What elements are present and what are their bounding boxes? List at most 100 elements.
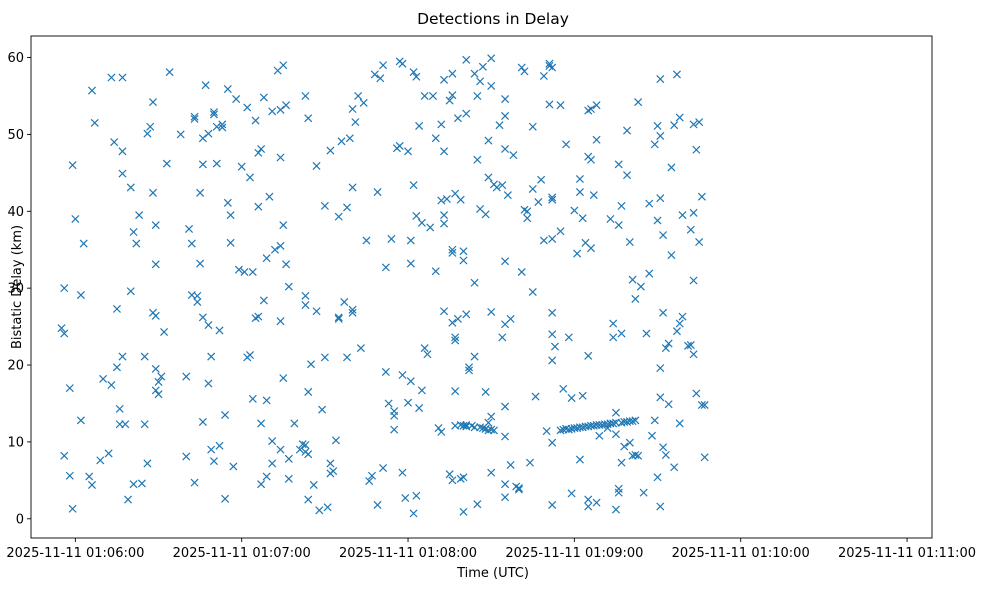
data-point <box>337 137 346 146</box>
data-point <box>686 225 695 234</box>
data-point <box>243 103 252 112</box>
data-point <box>198 160 207 169</box>
data-point <box>318 405 327 414</box>
data-point <box>160 327 169 336</box>
data-point <box>248 394 257 403</box>
data-point <box>334 212 343 221</box>
data-point <box>334 314 343 323</box>
data-point <box>406 236 415 245</box>
data-point <box>689 120 698 129</box>
data-point <box>584 502 593 511</box>
data-point <box>340 297 349 307</box>
data-point <box>620 442 629 451</box>
data-point <box>71 214 80 223</box>
data-point <box>584 351 593 360</box>
data-point <box>162 159 171 168</box>
data-point <box>675 113 684 122</box>
data-point <box>628 417 637 426</box>
data-point <box>675 319 684 328</box>
data-point <box>661 344 670 353</box>
data-point <box>656 502 665 511</box>
data-point <box>99 374 108 383</box>
data-point <box>639 488 648 497</box>
x-axis-label: Time (UTC) <box>456 566 529 581</box>
data-point <box>165 68 174 77</box>
data-point <box>492 183 501 192</box>
data-point <box>290 419 299 428</box>
data-point <box>118 169 127 178</box>
data-point <box>548 500 557 509</box>
data-point <box>484 136 493 145</box>
data-point <box>334 313 343 322</box>
data-point <box>87 86 97 95</box>
data-point <box>437 120 446 129</box>
data-point <box>489 426 498 435</box>
data-point <box>229 462 238 471</box>
y-tick-label: 0 <box>16 512 24 527</box>
data-point <box>678 312 687 321</box>
data-point <box>575 455 584 464</box>
data-point <box>697 400 706 410</box>
data-point <box>437 427 446 436</box>
data-point <box>647 431 657 440</box>
data-point <box>176 130 185 139</box>
data-point <box>440 307 449 316</box>
data-point <box>445 470 454 479</box>
data-point <box>218 120 227 129</box>
data-point <box>115 404 124 413</box>
data-point <box>140 352 149 361</box>
data-point <box>212 159 221 168</box>
data-point <box>689 350 698 359</box>
data-point <box>129 480 138 489</box>
data-point <box>276 241 285 250</box>
data-point <box>478 62 487 71</box>
x-tick-label: 2025-11-11 01:09:00 <box>505 546 643 561</box>
data-point <box>279 61 288 70</box>
data-point <box>304 114 313 123</box>
data-point <box>700 453 709 462</box>
data-point <box>259 296 268 305</box>
data-point <box>184 224 194 233</box>
data-point <box>617 329 626 338</box>
data-point <box>556 227 565 236</box>
x-axis: 2025-11-11 01:06:00 2025-11-11 01:07:00 20… <box>6 538 976 561</box>
data-point <box>182 372 191 381</box>
data-point <box>79 239 88 248</box>
data-point <box>614 484 623 493</box>
y-tick-label: 20 <box>7 359 24 374</box>
data-point <box>501 480 510 489</box>
x-tick-label: 2025-11-11 01:06:00 <box>6 546 144 561</box>
y-axis: 0 10 20 30 40 50 60 <box>7 51 31 527</box>
data-point <box>135 211 144 220</box>
data-point <box>60 451 69 460</box>
x-tick-label: 2025-11-11 01:07:00 <box>173 546 311 561</box>
data-point <box>301 440 310 450</box>
data-point <box>390 425 399 434</box>
data-point <box>548 438 557 447</box>
data-point <box>434 424 443 433</box>
data-point <box>592 498 601 507</box>
data-point <box>656 131 665 140</box>
data-point <box>656 393 665 402</box>
data-point <box>259 93 268 102</box>
data-point <box>268 107 277 116</box>
data-point <box>623 126 632 135</box>
data-point <box>611 408 620 417</box>
data-point <box>614 160 623 169</box>
data-point <box>473 91 482 100</box>
data-point <box>517 267 526 277</box>
data-point <box>223 198 232 207</box>
data-point <box>398 468 407 477</box>
data-point <box>104 449 113 458</box>
data-point <box>545 100 554 109</box>
data-point <box>603 424 612 433</box>
data-point <box>126 183 135 192</box>
data-point <box>517 63 526 72</box>
data-point <box>107 73 116 82</box>
data-point <box>254 202 263 211</box>
data-point <box>262 472 271 481</box>
data-point <box>659 308 668 317</box>
data-point <box>559 384 568 393</box>
data-point <box>284 454 293 463</box>
data-point <box>198 417 207 426</box>
